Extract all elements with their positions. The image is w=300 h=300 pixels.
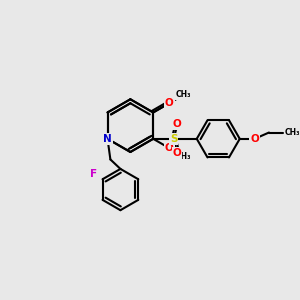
Text: O: O xyxy=(173,119,182,130)
Text: O: O xyxy=(165,143,174,153)
Text: CH₃: CH₃ xyxy=(176,90,191,99)
Text: O: O xyxy=(165,98,174,108)
Text: F: F xyxy=(90,169,97,179)
Text: N: N xyxy=(103,134,112,144)
Text: O: O xyxy=(166,98,174,108)
Text: CH₃: CH₃ xyxy=(176,152,191,161)
Text: O: O xyxy=(250,134,259,144)
Text: S: S xyxy=(170,134,178,144)
Text: O: O xyxy=(173,148,182,158)
Text: CH₃: CH₃ xyxy=(285,128,300,137)
